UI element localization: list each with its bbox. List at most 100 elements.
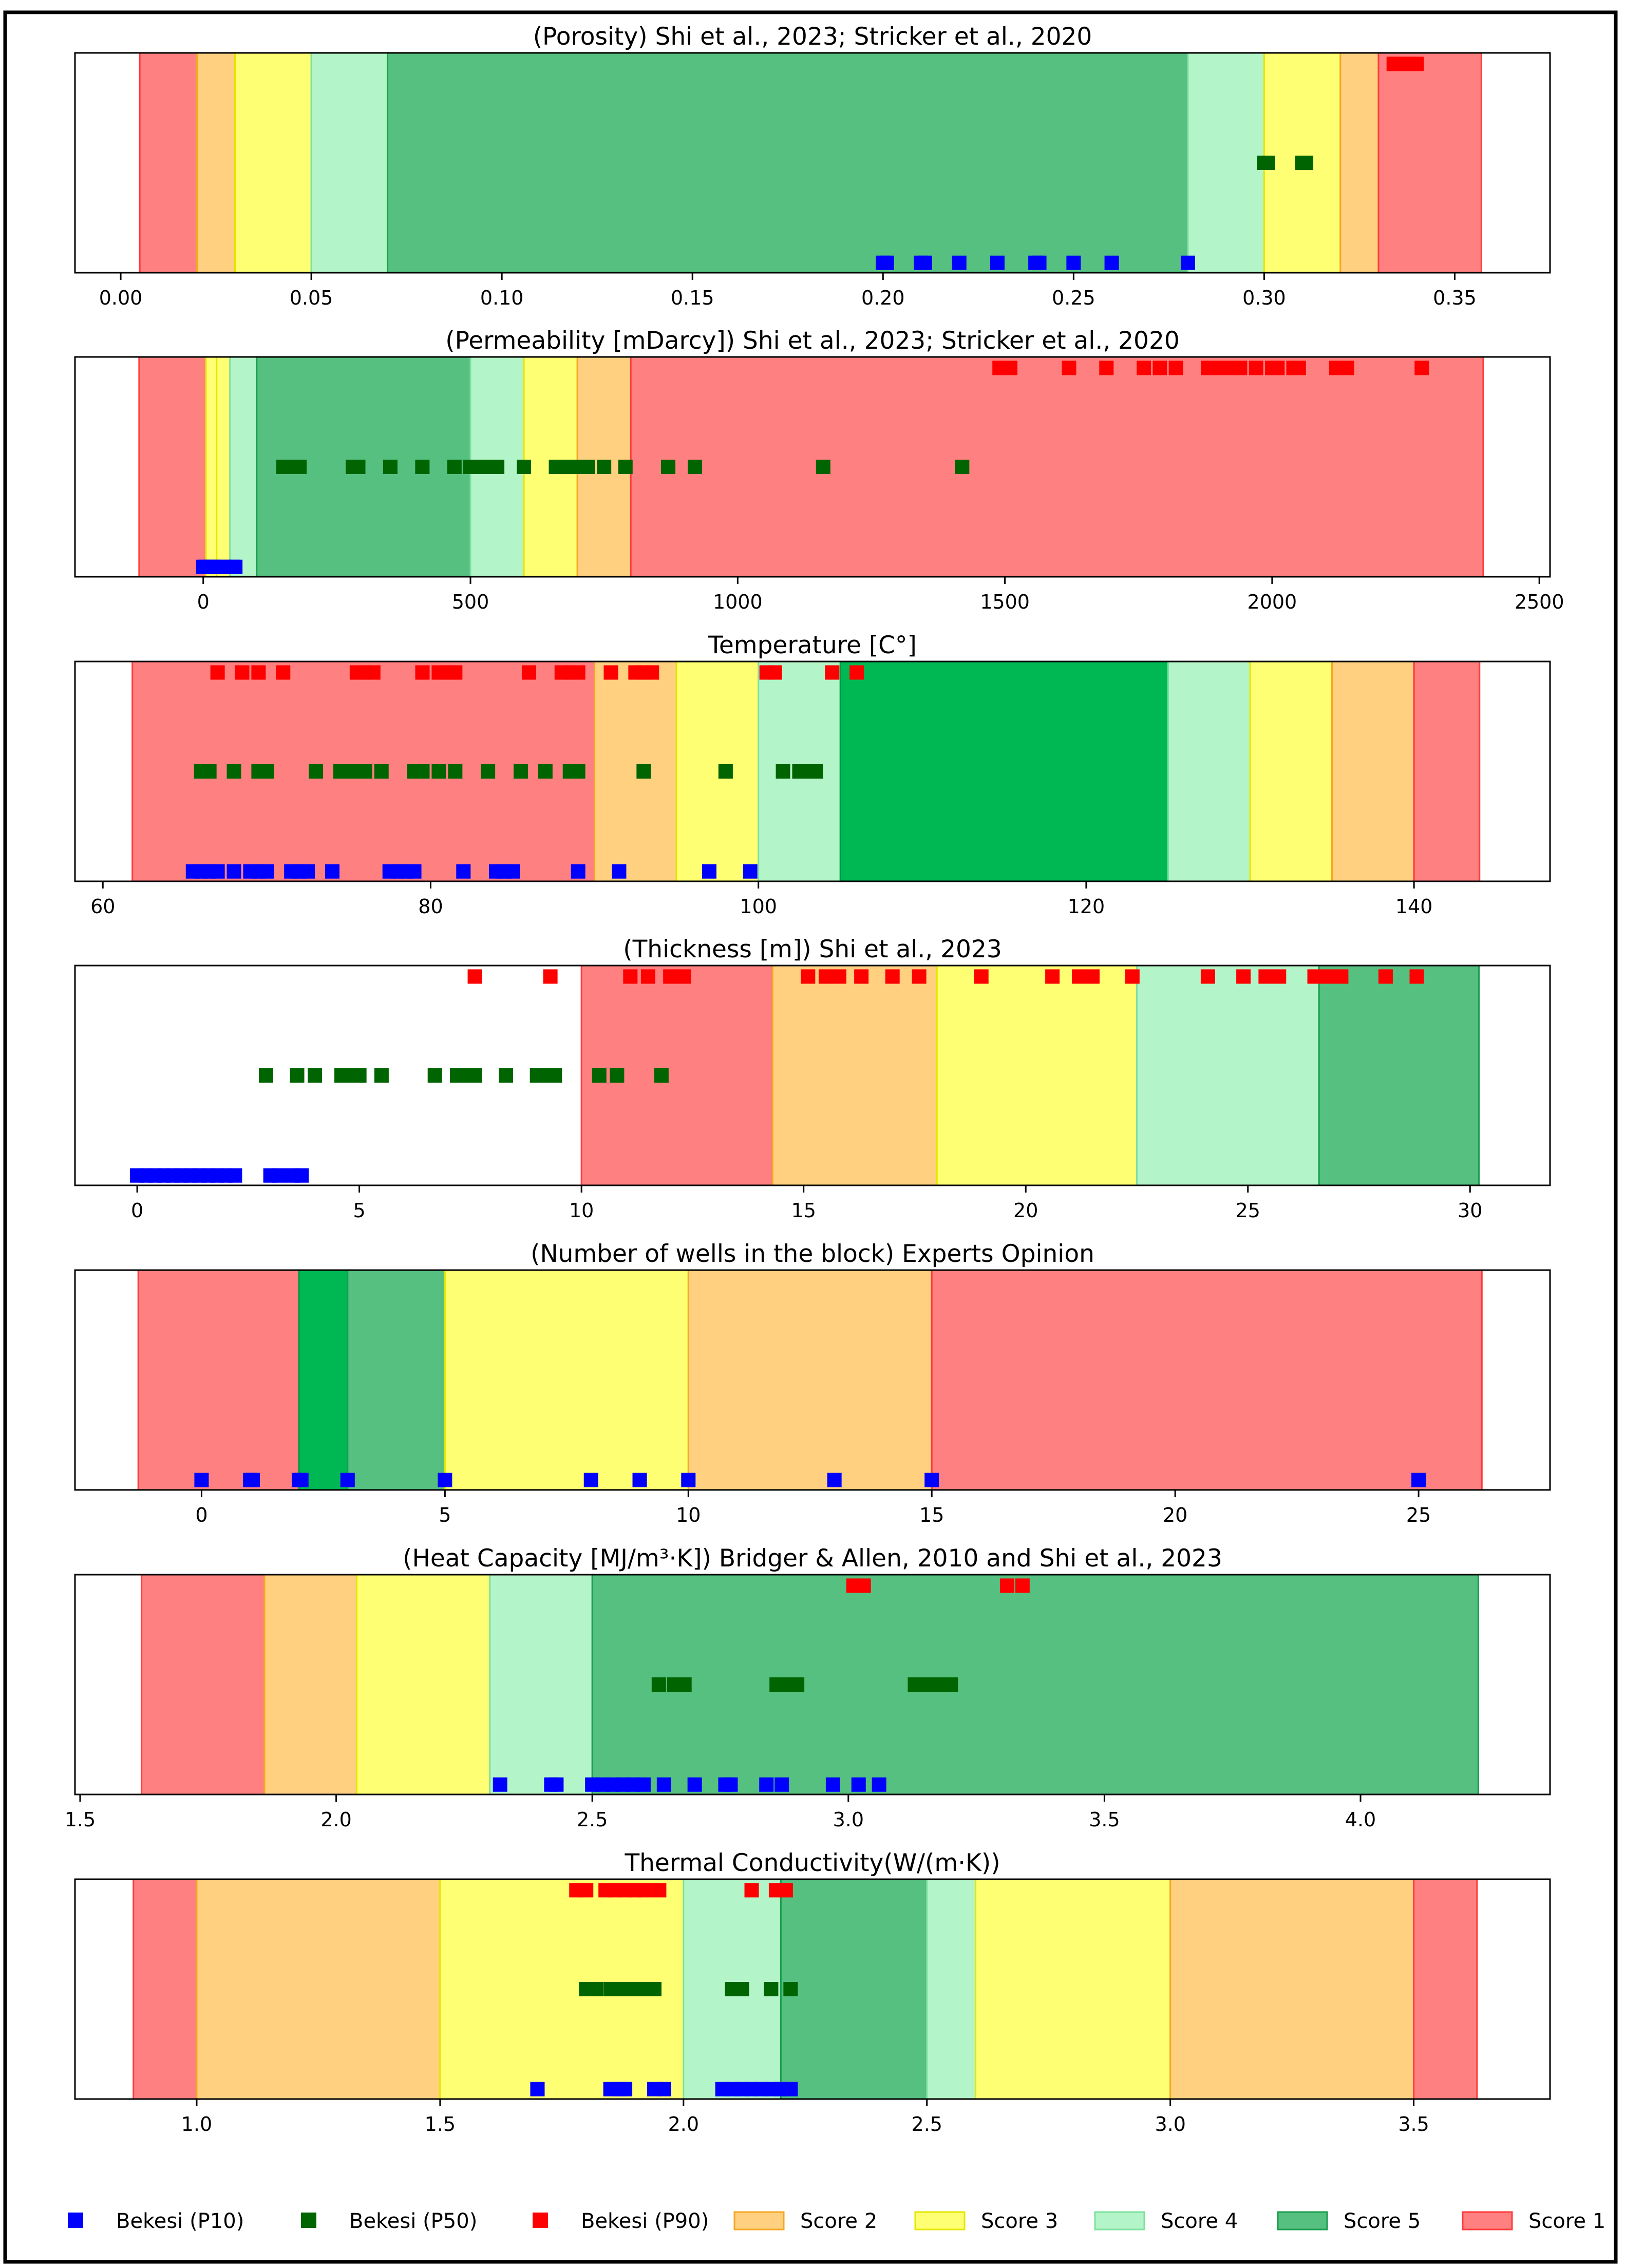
data-point-bekesi-p10	[656, 1777, 671, 1792]
x-tick-label: 2500	[1515, 591, 1564, 613]
data-point-bekesi-p50	[808, 764, 823, 779]
x-tick-label: 3.0	[833, 1808, 864, 1831]
data-point-bekesi-p50	[654, 1068, 669, 1083]
score-band-score5-dark	[839, 660, 1169, 882]
data-point-bekesi-p50	[636, 764, 651, 779]
legend-marker-icon	[68, 2213, 83, 2228]
score-band-score5	[1318, 965, 1480, 1186]
data-point-bekesi-p90	[999, 1578, 1014, 1593]
data-point-bekesi-p90	[571, 665, 585, 680]
score-band-score2	[263, 1574, 357, 1796]
data-point-bekesi-p90	[276, 665, 291, 680]
data-point-bekesi-p90	[1409, 969, 1424, 984]
score-band-score3	[216, 356, 231, 578]
legend-entry-bekesi-p50[interactable]: Bekesi (P50)	[301, 2209, 477, 2233]
data-point-bekesi-p90	[1409, 56, 1424, 71]
data-point-bekesi-p90	[825, 665, 840, 680]
data-point-bekesi-p90	[1291, 361, 1306, 375]
data-point-bekesi-p10	[228, 559, 243, 574]
data-point-bekesi-p50	[374, 764, 389, 779]
data-point-bekesi-p90	[1339, 361, 1354, 375]
data-point-bekesi-p50	[517, 460, 532, 474]
data-point-bekesi-p50	[415, 764, 430, 779]
x-tick-label: 0.30	[1242, 287, 1286, 309]
data-point-bekesi-p90	[235, 665, 250, 680]
x-tick-label: 1500	[980, 591, 1030, 613]
data-point-bekesi-p50	[718, 764, 733, 779]
data-point-bekesi-p50	[290, 1068, 305, 1083]
legend-entry-score-4[interactable]: Score 4	[1094, 2209, 1238, 2233]
data-point-bekesi-p10	[530, 2082, 545, 2096]
data-point-bekesi-p10	[612, 864, 627, 879]
legend-entry-score-2[interactable]: Score 2	[733, 2209, 877, 2233]
data-point-bekesi-p90	[1062, 361, 1076, 375]
x-tick-label: 20	[1013, 1199, 1038, 1222]
legend[interactable]: Bekesi (P10) Bekesi (P50) Bekesi (P90) Scor…	[68, 2209, 1605, 2233]
score-band-score3	[205, 356, 218, 578]
data-point-bekesi-p10	[917, 255, 932, 270]
data-point-bekesi-p10	[245, 1472, 260, 1487]
data-point-bekesi-p10	[1180, 255, 1195, 270]
data-point-bekesi-p10	[583, 1472, 598, 1487]
x-tick-label: 3.5	[1398, 2113, 1429, 2135]
legend-label: Score 5	[1344, 2209, 1421, 2233]
x-tick-label: 0.25	[1052, 287, 1095, 309]
data-point-bekesi-p90	[251, 665, 266, 680]
data-point-bekesi-p10	[827, 1472, 842, 1487]
score-band-score1	[141, 1574, 266, 1796]
data-point-bekesi-p50	[490, 460, 505, 474]
legend-entry-score-1[interactable]: Score 1	[1462, 2209, 1605, 2233]
x-tick-label: 2.5	[577, 1808, 608, 1831]
legend-entry-bekesi-p10[interactable]: Bekesi (P10)	[68, 2209, 244, 2233]
data-point-bekesi-p10	[259, 864, 274, 879]
score-band-score1	[931, 1269, 1483, 1491]
score-band-score2	[196, 1878, 441, 2100]
score-band-score2	[771, 965, 938, 1186]
score-band-score4	[310, 52, 389, 274]
data-point-bekesi-p10	[210, 864, 225, 879]
axes-frame	[74, 965, 1551, 1186]
data-point-bekesi-p10	[879, 255, 894, 270]
legend-label: Score 3	[981, 2209, 1058, 2233]
chart-title: Temperature [C°]	[708, 631, 917, 659]
data-point-bekesi-p50	[427, 1068, 442, 1083]
data-point-bekesi-p90	[579, 1883, 594, 1898]
data-point-bekesi-p90	[645, 665, 659, 680]
x-tick-label: 1.5	[65, 1808, 96, 1831]
data-point-bekesi-p90	[854, 969, 869, 984]
data-point-bekesi-p50	[538, 764, 553, 779]
data-point-bekesi-p50	[661, 460, 676, 474]
data-point-bekesi-p90	[1099, 361, 1114, 375]
data-point-bekesi-p90	[210, 665, 225, 680]
legend-label: Bekesi (P50)	[349, 2209, 477, 2233]
chart-panels: (Porosity) Shi et al., 2023; Stricker et…	[65, 23, 1564, 2135]
data-point-bekesi-p50	[292, 460, 307, 474]
legend-entry-score-3[interactable]: Score 3	[914, 2209, 1058, 2233]
data-point-bekesi-p90	[448, 665, 463, 680]
data-point-bekesi-p10	[493, 1777, 507, 1792]
data-point-bekesi-p50	[592, 1068, 607, 1083]
legend-entry-bekesi-p90[interactable]: Bekesi (P90)	[533, 2209, 709, 2233]
score-band-score5	[387, 52, 1189, 274]
chart-panel-5: (Number of wells in the block) Experts O…	[74, 1240, 1551, 1526]
data-point-bekesi-p50	[258, 1068, 273, 1083]
data-point-bekesi-p10	[618, 2082, 633, 2096]
data-point-bekesi-p90	[415, 665, 430, 680]
data-point-bekesi-p90	[856, 1578, 871, 1593]
legend-patch-icon	[733, 2211, 785, 2231]
data-point-bekesi-p10	[990, 255, 1005, 270]
data-point-bekesi-p10	[924, 1472, 939, 1487]
data-point-bekesi-p90	[1307, 969, 1322, 984]
data-point-bekesi-p10	[407, 864, 422, 879]
data-point-bekesi-p50	[431, 764, 446, 779]
legend-label: Score 2	[800, 2209, 877, 2233]
x-tick-label: 140	[1395, 895, 1433, 918]
data-point-bekesi-p90	[778, 1883, 793, 1898]
data-point-bekesi-p90	[801, 969, 816, 984]
chart-panel-3: Temperature [C°] 60 80 100 120 140	[74, 631, 1551, 918]
score-band-score5-dark	[298, 1269, 349, 1491]
data-point-bekesi-p50	[580, 460, 595, 474]
data-point-bekesi-p90	[543, 969, 558, 984]
legend-entry-score-5[interactable]: Score 5	[1277, 2209, 1421, 2233]
